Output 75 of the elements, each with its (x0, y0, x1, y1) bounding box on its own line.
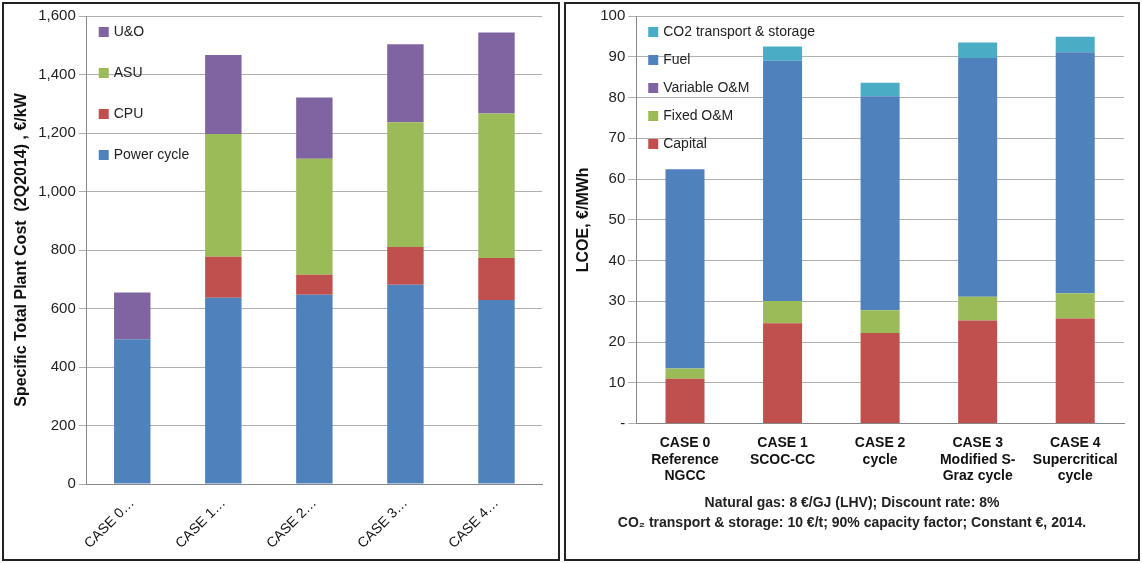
y-tick-label: 1,000 (38, 181, 76, 199)
text: Natural gas: 8 €/GJ (LHV); Discount rate: 8% (703, 493, 1001, 512)
legend-label: Variable O&M (663, 78, 750, 95)
bar (763, 300, 803, 324)
y-tick-label: 90 (608, 46, 626, 64)
y-tick-label: 1,600 (38, 6, 76, 24)
y-tick-label: - (620, 413, 626, 431)
bar (958, 320, 998, 424)
bar (205, 133, 242, 257)
text: CO₂ transport & storage: 10 €/t; 90% capacity factor; Constant €, 2014. (616, 513, 1088, 532)
x-tick-label: CASE 2 cycle (854, 433, 906, 467)
x-tick-label: CASE 4 Supercritical cycle (1032, 433, 1118, 484)
bar (860, 96, 900, 311)
bar (860, 310, 900, 334)
bar (296, 97, 333, 159)
bar (958, 57, 998, 297)
bar (205, 297, 242, 484)
y-tick-label: 70 (608, 128, 626, 146)
y-tick-label: 200 (50, 415, 76, 433)
bar (114, 292, 151, 340)
y-tick-label: 30 (608, 291, 626, 309)
y-tick-label: 80 (608, 87, 626, 105)
y-tick-label: 60 (608, 169, 626, 187)
legend-label: CPU (113, 104, 144, 121)
bar (114, 339, 151, 484)
bar (296, 274, 333, 295)
bar (1055, 318, 1095, 424)
y-tick-label: 400 (50, 357, 76, 375)
bar (1055, 52, 1095, 294)
bar (860, 333, 900, 424)
y-tick-label: 100 (600, 6, 626, 24)
bar (1055, 293, 1095, 319)
bar (665, 169, 705, 369)
bar (387, 122, 424, 248)
legend-label: U&O (113, 22, 145, 39)
bar (763, 60, 803, 301)
y-tick-label: 40 (608, 250, 626, 268)
bar (665, 378, 705, 424)
y-tick-label: 1,400 (38, 64, 76, 82)
bar (387, 44, 424, 123)
bar (1055, 36, 1095, 53)
y-axis-title: LCOE, €/MWh (574, 167, 592, 273)
bar (296, 294, 333, 484)
y-tick-label: 50 (608, 209, 626, 227)
legend-label: Fuel (663, 50, 691, 67)
y-axis-title: Specific Total Plant Cost (2Q2014) , €/kW (12, 92, 30, 407)
bar (205, 256, 242, 298)
legend-label: CO2 transport & storage (663, 22, 816, 39)
legend-label: Fixed O&M (663, 106, 734, 123)
y-tick-label: 1,200 (38, 123, 76, 141)
bar (478, 32, 515, 114)
bar (296, 158, 333, 275)
legend-label: Capital (663, 134, 707, 151)
legend-label: ASU (113, 63, 143, 80)
y-tick-label: 0 (67, 474, 76, 492)
y-tick-label: 10 (608, 372, 626, 390)
bar (665, 368, 705, 379)
x-tick-label: CASE 3 Modified S- Graz cycle (939, 433, 1016, 484)
y-tick-label: 800 (50, 240, 76, 258)
bar (763, 323, 803, 424)
bar (478, 300, 515, 484)
bar (387, 284, 424, 484)
bar (205, 54, 242, 134)
bar (763, 46, 803, 61)
y-tick-label: 600 (50, 298, 76, 316)
bar (958, 42, 998, 58)
x-tick-label: CASE 1 SCOC-CC (749, 433, 816, 467)
bar (958, 296, 998, 321)
bar (387, 247, 424, 285)
bar (478, 257, 515, 301)
bar (478, 113, 515, 258)
x-tick-label: CASE 0 Reference NGCC (651, 433, 720, 484)
legend-label: Power cycle (113, 145, 190, 162)
y-tick-label: 20 (608, 332, 626, 350)
bar (860, 82, 900, 97)
